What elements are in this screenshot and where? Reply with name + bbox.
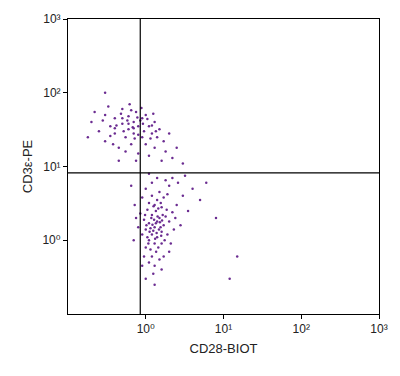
- svg-text:CD3ε-PE: CD3ε-PE: [20, 139, 35, 193]
- svg-text:10³: 10³: [43, 12, 60, 26]
- svg-text:10³: 10³: [370, 322, 387, 336]
- svg-text:CD28-BIOT: CD28-BIOT: [190, 341, 258, 356]
- svg-text:10¹: 10¹: [43, 160, 60, 174]
- svg-text:10²: 10²: [293, 322, 310, 336]
- svg-text:10⁰: 10⁰: [137, 322, 155, 336]
- svg-text:10¹: 10¹: [215, 322, 232, 336]
- svg-text:10²: 10²: [43, 86, 60, 100]
- svg-text:10⁰: 10⁰: [42, 233, 60, 247]
